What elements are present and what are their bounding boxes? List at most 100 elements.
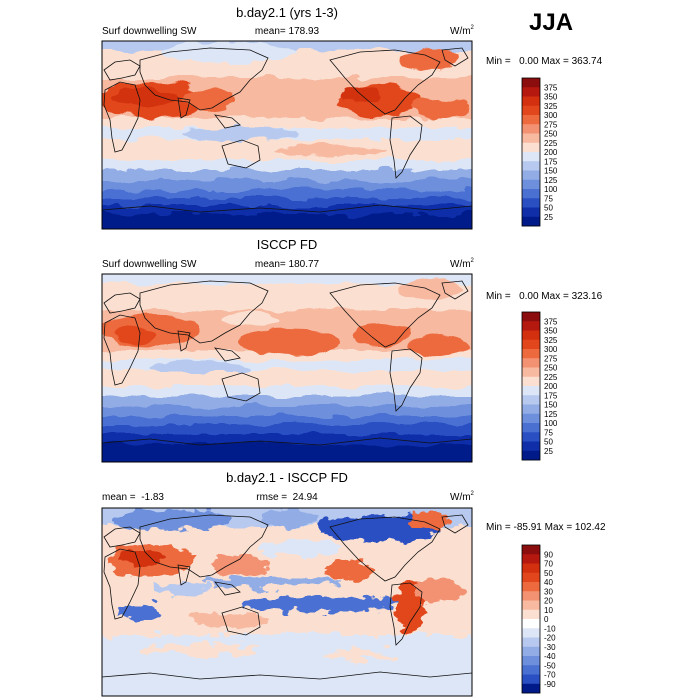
colorbar-swatch bbox=[522, 349, 540, 359]
colorbar-swatch bbox=[522, 133, 540, 144]
panel-mean-label: mean= 180.77 bbox=[255, 259, 320, 270]
colorbar-tick-label: 125 bbox=[544, 176, 558, 185]
colorbar-tick-label: 175 bbox=[544, 391, 558, 400]
colorbar-tick-label: 70 bbox=[544, 560, 553, 569]
colorbar-swatch bbox=[522, 179, 540, 190]
map-frame bbox=[101, 273, 473, 463]
colorbar-tick-label: 25 bbox=[544, 213, 553, 222]
colorbar-tick-label: 325 bbox=[544, 336, 558, 345]
colorbar-swatch bbox=[522, 646, 540, 657]
colorbar-swatch bbox=[522, 600, 540, 611]
minmax-label: Min = 0.00 Max = 323.16 bbox=[486, 291, 603, 302]
colorbar-tick-label: 50 bbox=[544, 569, 553, 578]
colorbar-tick-label: -20 bbox=[544, 634, 556, 643]
colorbar-swatch bbox=[522, 395, 540, 405]
colorbar-tick-label: 350 bbox=[544, 327, 558, 336]
units-sup: 2 bbox=[471, 491, 475, 497]
colorbar-swatch bbox=[522, 572, 540, 583]
colorbar-swatch bbox=[522, 637, 540, 648]
colorbar-tick-label: 300 bbox=[544, 345, 558, 354]
colorbar-tick-label: -40 bbox=[544, 652, 556, 661]
colorbar-tick-label: 25 bbox=[544, 447, 553, 456]
minmax-label: Min = -85.91 Max = 102.42 bbox=[486, 522, 606, 533]
colorbar-swatch bbox=[522, 563, 540, 574]
colorbar-tick-label: 125 bbox=[544, 410, 558, 419]
coastlines bbox=[102, 280, 472, 446]
colorbar-tick-label: 150 bbox=[544, 401, 558, 410]
colorbar: 3753503253002752502252001751501251007550… bbox=[521, 77, 558, 227]
colorbar-frame bbox=[521, 311, 541, 461]
colorbar-swatch bbox=[522, 554, 540, 564]
colorbar-tick-label: 250 bbox=[544, 130, 558, 139]
colorbar-tick-label: -90 bbox=[544, 680, 556, 689]
colorbar-tick-label: 150 bbox=[544, 167, 558, 176]
colorbar-tick-label: 300 bbox=[544, 111, 558, 120]
colorbar-tick-label: 100 bbox=[544, 419, 558, 428]
colorbar-tick-label: -10 bbox=[544, 624, 556, 633]
colorbar-swatch bbox=[522, 450, 540, 461]
colorbar-swatch bbox=[522, 683, 540, 694]
colorbar-swatch bbox=[522, 582, 540, 592]
colorbar-swatch bbox=[522, 665, 540, 675]
panel-rmse-label: rmse = 24.94 bbox=[256, 492, 318, 503]
colorbar-tick-label: 75 bbox=[544, 428, 553, 437]
colorbar-swatch bbox=[522, 423, 540, 433]
coastlines bbox=[102, 514, 472, 680]
colorbar-tick-label: 325 bbox=[544, 102, 558, 111]
minmax-label: Min = 0.00 Max = 363.74 bbox=[486, 56, 603, 67]
colorbar-tick-label: 375 bbox=[544, 317, 558, 326]
colorbar-tick-label: 90 bbox=[544, 550, 553, 559]
colorbar-swatch bbox=[522, 545, 540, 555]
colorbar-swatch bbox=[522, 358, 540, 368]
colorbar-swatch bbox=[522, 87, 540, 97]
colorbar-swatch bbox=[522, 115, 540, 125]
panel-left-label: Surf downwelling SW bbox=[102, 259, 197, 270]
panel-left-label: Surf downwelling SW bbox=[102, 26, 197, 37]
colorbar-swatch bbox=[522, 170, 540, 181]
units-base: W/m bbox=[450, 259, 471, 270]
season-label: JJA bbox=[529, 9, 573, 36]
colorbar-swatch bbox=[522, 216, 540, 227]
panel-model: b.day2.1 (yrs 1-3) Surf downwelling SW m… bbox=[101, 5, 603, 230]
colorbar-swatch bbox=[522, 78, 540, 88]
colorbar-tick-label: 275 bbox=[544, 120, 558, 129]
panel-units: W/m2 bbox=[450, 25, 475, 37]
colorbar-tick-label: 225 bbox=[544, 373, 558, 382]
colorbar-swatch bbox=[522, 413, 540, 424]
colorbar-swatch bbox=[522, 339, 540, 350]
panel-left-label: mean = -1.83 bbox=[102, 492, 164, 503]
colorbar-swatch bbox=[522, 152, 540, 162]
units-sup: 2 bbox=[471, 25, 475, 31]
colorbar-swatch bbox=[522, 161, 540, 171]
colorbar-tick-label: 225 bbox=[544, 139, 558, 148]
colorbar-tick-label: 75 bbox=[544, 194, 553, 203]
colorbar-tick-label: -30 bbox=[544, 643, 556, 652]
colorbar-tick-label: 275 bbox=[544, 354, 558, 363]
colorbar: 3753503253002752502252001751501251007550… bbox=[521, 311, 558, 461]
colorbar-swatch bbox=[522, 619, 540, 629]
colorbar-tick-label: 50 bbox=[544, 204, 553, 213]
colorbar-swatch bbox=[522, 628, 540, 638]
panel-units: W/m2 bbox=[450, 258, 475, 270]
panel-diff: b.day2.1 - ISCCP FD mean = -1.83 rmse = … bbox=[101, 470, 606, 697]
panel-mean-label: mean= 178.93 bbox=[255, 26, 320, 37]
panel-title: b.day2.1 (yrs 1-3) bbox=[236, 5, 338, 20]
colorbar-frame bbox=[521, 544, 541, 694]
panel-units: W/m2 bbox=[450, 491, 475, 503]
colorbar-tick-label: 375 bbox=[544, 83, 558, 92]
panel-title: ISCCP FD bbox=[257, 237, 317, 252]
colorbar-tick-label: 175 bbox=[544, 157, 558, 166]
colorbar-swatch bbox=[522, 124, 540, 134]
colorbar-tick-label: 250 bbox=[544, 364, 558, 373]
colorbar-tick-label: 200 bbox=[544, 148, 558, 157]
units-base: W/m bbox=[450, 26, 471, 37]
colorbar-swatch bbox=[522, 674, 540, 685]
map-frame bbox=[101, 40, 473, 230]
map-field bbox=[102, 274, 472, 462]
colorbar-tick-label: 0 bbox=[544, 615, 549, 624]
colorbar-swatch bbox=[522, 432, 540, 442]
colorbar-tick-label: 20 bbox=[544, 597, 553, 606]
colorbar-swatch bbox=[522, 198, 540, 208]
map-frame bbox=[101, 507, 473, 697]
